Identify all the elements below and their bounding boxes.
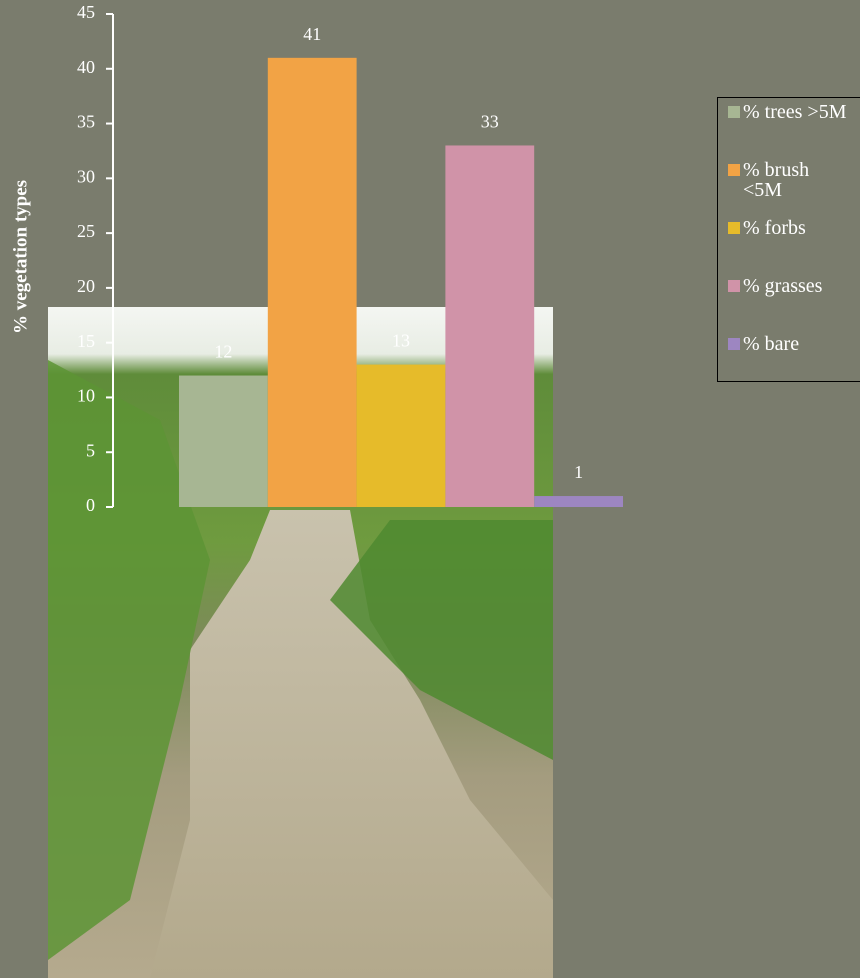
legend-item: % brush <5M bbox=[728, 160, 860, 218]
y-tick-label: 25 bbox=[77, 221, 95, 241]
legend-swatch bbox=[728, 222, 740, 234]
data-label: 1 bbox=[574, 462, 583, 482]
bar bbox=[267, 57, 357, 507]
legend-item: % trees >5M bbox=[728, 102, 860, 160]
legend-item: % grasses bbox=[728, 276, 860, 334]
y-tick-label: 30 bbox=[77, 166, 95, 186]
y-tick-label: 40 bbox=[77, 57, 95, 77]
data-label: 41 bbox=[303, 24, 321, 44]
legend-swatch bbox=[728, 338, 740, 350]
y-tick-label: 15 bbox=[77, 331, 95, 351]
legend: % trees >5M % brush <5M % forbs % grasses % … bbox=[717, 97, 860, 382]
bar bbox=[534, 496, 623, 507]
bar bbox=[179, 375, 268, 507]
photo-brush bbox=[330, 520, 553, 760]
y-tick-label: 0 bbox=[86, 495, 95, 515]
y-tick-label: 5 bbox=[86, 440, 95, 460]
legend-label: % grasses bbox=[743, 275, 823, 297]
legend-swatch bbox=[728, 164, 740, 176]
data-label: 13 bbox=[392, 331, 410, 351]
legend-swatch bbox=[728, 280, 740, 292]
bar bbox=[445, 145, 535, 507]
legend-label: % forbs bbox=[743, 217, 806, 239]
legend-item: % forbs bbox=[728, 218, 860, 276]
legend-swatch bbox=[728, 106, 740, 118]
legend-label: % brush <5M bbox=[743, 159, 810, 201]
y-tick-label: 20 bbox=[77, 276, 95, 296]
bar bbox=[356, 364, 446, 507]
data-label: 33 bbox=[481, 112, 499, 132]
y-axis-label: % vegetation types bbox=[10, 180, 31, 334]
y-tick-label: 45 bbox=[77, 2, 95, 22]
y-tick-label: 35 bbox=[77, 112, 95, 132]
legend-item: % bare bbox=[728, 334, 860, 392]
y-tick-label: 10 bbox=[77, 386, 95, 406]
photo-water bbox=[150, 510, 553, 978]
data-label: 12 bbox=[214, 342, 232, 362]
photo-grass bbox=[48, 360, 210, 960]
legend-label: % trees >5M bbox=[743, 101, 847, 123]
legend-label: % bare bbox=[743, 333, 800, 355]
